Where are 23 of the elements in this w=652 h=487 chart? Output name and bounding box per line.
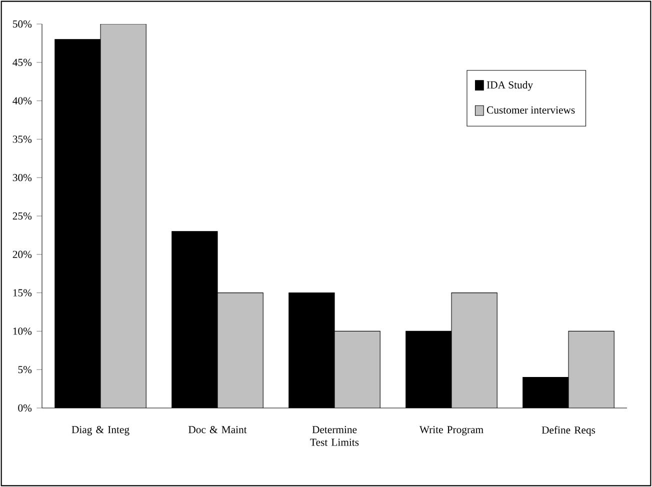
bar <box>452 292 498 408</box>
bar <box>100 24 146 408</box>
y-tick-label: 20% <box>12 250 32 258</box>
x-tick-label: Define Reqs <box>542 426 596 436</box>
bar <box>218 292 264 408</box>
legend-label: IDA Study <box>486 81 533 91</box>
x-tick-label: Diag & Integ <box>72 426 130 436</box>
y-tick-label: 15% <box>13 289 32 296</box>
y-tick-label: 5% <box>18 366 32 374</box>
y-tick-label: 35% <box>12 136 32 143</box>
bar <box>334 331 380 408</box>
x-tick-label: Determine Test Limits <box>310 426 359 446</box>
y-tick-label: 0% <box>18 404 32 412</box>
legend-label: Customer interviews <box>486 106 575 114</box>
x-tick-label: Write Program <box>419 426 484 436</box>
y-tick-label: 10% <box>13 328 32 335</box>
y-tick-label: 30% <box>12 174 32 182</box>
y-tick-label: 50% <box>13 20 32 28</box>
y-tick-label: 40% <box>12 97 32 104</box>
x-tick-label: Doc & Maint <box>188 426 247 434</box>
y-tick-label: 45% <box>12 58 32 66</box>
bar <box>568 330 614 408</box>
y-tick-label: 25% <box>12 212 32 220</box>
